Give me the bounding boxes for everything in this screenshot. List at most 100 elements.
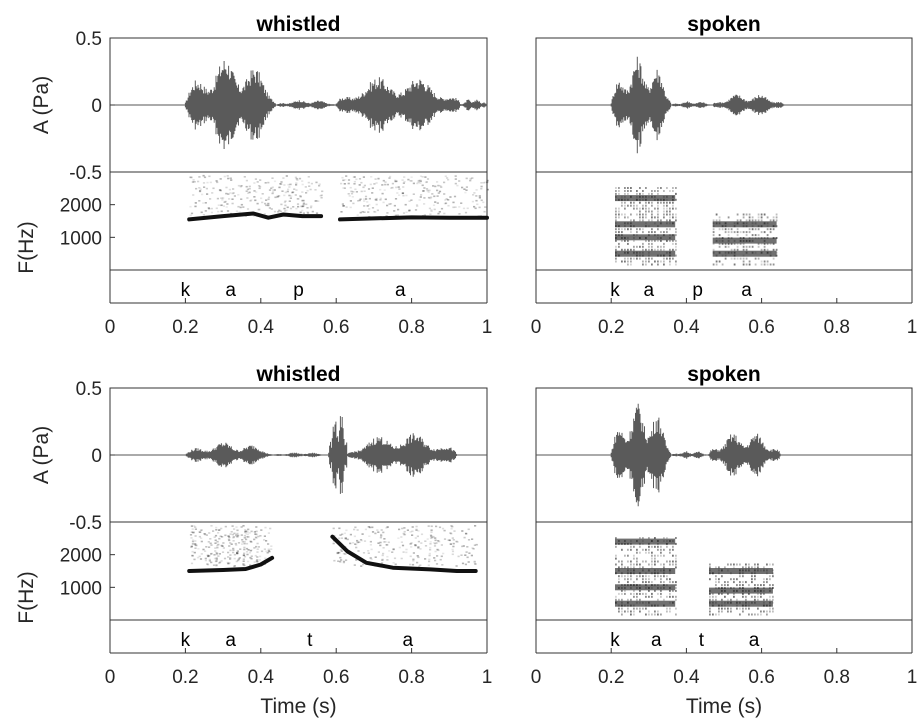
phoneme-label: p bbox=[293, 280, 304, 301]
formant-block bbox=[712, 213, 778, 266]
pitch-contour-line bbox=[330, 534, 478, 573]
formant-band bbox=[615, 250, 676, 257]
x-tick-label: 0.8 bbox=[824, 667, 850, 688]
x-tick-label: 0.6 bbox=[323, 667, 349, 688]
formant-band bbox=[615, 195, 676, 202]
panel-title: spoken bbox=[687, 13, 761, 36]
phoneme-label: a bbox=[225, 280, 236, 301]
waveform-segment bbox=[335, 77, 461, 133]
x-tick-label: 0.4 bbox=[248, 667, 275, 688]
phoneme-label: a bbox=[651, 630, 662, 651]
y-axis-label: A (Pa) bbox=[30, 426, 53, 484]
formant-band bbox=[615, 221, 676, 228]
formant-band bbox=[712, 237, 777, 244]
y-tick-label: 0.5 bbox=[76, 379, 102, 400]
pitch-contour bbox=[187, 174, 324, 222]
formant-band bbox=[709, 587, 773, 594]
waveform-segment bbox=[712, 94, 785, 116]
x-tick-label: 0.8 bbox=[398, 667, 424, 688]
x-tick-label: 0.2 bbox=[598, 667, 624, 688]
y-tick-label: 0 bbox=[91, 446, 102, 467]
panel-title: whistled bbox=[255, 13, 340, 36]
formant-block bbox=[615, 537, 677, 616]
x-tick-label: 0.6 bbox=[323, 317, 349, 338]
phoneme-label: a bbox=[225, 630, 236, 651]
x-tick-label: 1 bbox=[482, 667, 493, 688]
x-tick-label: 0.4 bbox=[248, 317, 275, 338]
phoneme-label: a bbox=[644, 280, 655, 301]
panel-3: spoken 0 0.2 0.4 0.6 0.8 1 Time (s) k a t a bbox=[531, 363, 918, 718]
phoneme-label: k bbox=[610, 280, 620, 301]
x-tick-label: 0 bbox=[531, 317, 542, 338]
formant-block bbox=[615, 187, 677, 266]
pitch-contour bbox=[338, 175, 489, 222]
phoneme-label: a bbox=[395, 280, 406, 301]
x-tick-label: 0.2 bbox=[598, 317, 624, 338]
x-tick-label: 0 bbox=[105, 667, 116, 688]
pitch-contour-line bbox=[187, 555, 275, 573]
y-tick-label: 2000 bbox=[60, 546, 102, 567]
waveform-segment bbox=[271, 452, 329, 458]
panel-2: whistled 0.5 0 -0.5 2000 1000 A (Pa) F(Hz) 0 0.2 0… bbox=[15, 363, 492, 718]
panel-title: spoken bbox=[687, 363, 761, 386]
y-axis-label: F(Hz) bbox=[15, 221, 38, 273]
waveform-segment bbox=[184, 61, 276, 149]
panel-1: spoken 0 0.2 0.4 0.6 0.8 1 k a p a bbox=[531, 13, 918, 338]
y-tick-label: 1000 bbox=[60, 228, 102, 249]
x-axis-label: Time (s) bbox=[686, 695, 762, 718]
waveform-segment bbox=[328, 416, 348, 494]
x-tick-label: 0 bbox=[531, 667, 542, 688]
pitch-contour-line bbox=[338, 215, 489, 222]
waveform-segment bbox=[610, 56, 672, 154]
formant-band bbox=[709, 568, 773, 574]
waveform-segment bbox=[347, 433, 457, 477]
formant-band bbox=[709, 600, 773, 607]
x-tick-label: 0.2 bbox=[172, 667, 198, 688]
phoneme-label: k bbox=[181, 630, 191, 651]
x-tick-label: 0.6 bbox=[748, 317, 774, 338]
y-tick-label: 2000 bbox=[60, 196, 102, 217]
x-tick-label: 0.8 bbox=[398, 317, 424, 338]
formant-block bbox=[709, 563, 774, 616]
waveform-segment bbox=[670, 101, 713, 109]
x-tick-label: 0 bbox=[105, 317, 116, 338]
phoneme-label: a bbox=[741, 280, 752, 301]
phoneme-label: a bbox=[749, 630, 760, 651]
y-tick-label: -0.5 bbox=[69, 163, 102, 184]
x-tick-label: 0.4 bbox=[673, 317, 700, 338]
phoneme-label: k bbox=[181, 280, 191, 301]
x-tick-label: 0.4 bbox=[673, 667, 700, 688]
x-tick-label: 0.2 bbox=[172, 317, 198, 338]
formant-band bbox=[615, 584, 676, 591]
formant-band bbox=[615, 538, 676, 545]
waveform-segment bbox=[275, 100, 337, 110]
waveform-segment bbox=[670, 451, 709, 459]
phoneme-label: t bbox=[307, 630, 313, 651]
pitch-contour-line bbox=[187, 211, 324, 222]
formant-band bbox=[712, 221, 777, 228]
phoneme-label: a bbox=[403, 630, 414, 651]
x-tick-label: 1 bbox=[482, 317, 493, 338]
panel-title: whistled bbox=[255, 363, 340, 386]
y-tick-label: -0.5 bbox=[69, 513, 102, 534]
formant-band bbox=[615, 600, 676, 607]
phoneme-label: p bbox=[692, 280, 703, 301]
phoneme-label: k bbox=[610, 630, 620, 651]
x-tick-label: 0.6 bbox=[748, 667, 774, 688]
x-tick-label: 0.8 bbox=[824, 317, 850, 338]
y-axis-label: A (Pa) bbox=[30, 76, 53, 134]
formant-band bbox=[615, 234, 676, 241]
x-tick-label: 1 bbox=[907, 667, 918, 688]
waveform-segment bbox=[610, 403, 672, 507]
formant-band bbox=[615, 568, 676, 574]
panel-0: whistled 0.5 0 -0.5 2000 1000 A (Pa) F(Hz) 0 0.2 0… bbox=[15, 13, 492, 338]
y-tick-label: 0 bbox=[91, 96, 102, 117]
x-axis-label: Time (s) bbox=[260, 695, 336, 718]
pitch-contour bbox=[187, 525, 275, 573]
waveform-segment bbox=[184, 442, 273, 468]
formant-band bbox=[712, 250, 777, 257]
pitch-contour bbox=[330, 525, 478, 573]
waveform-segment bbox=[460, 99, 488, 111]
y-axis-label: F(Hz) bbox=[15, 571, 38, 623]
